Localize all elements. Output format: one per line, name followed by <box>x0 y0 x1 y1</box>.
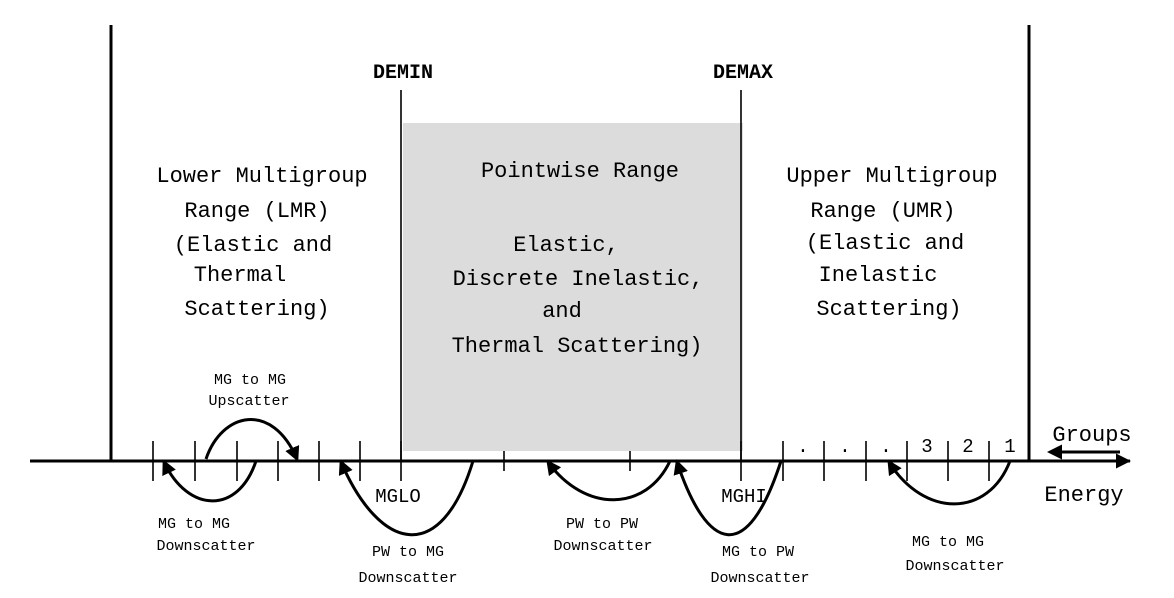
pw-to-mg-line-2: Downscatter <box>358 570 457 587</box>
mglo-label: MGLO <box>375 486 421 508</box>
pointwise-line-1: Pointwise Range <box>481 159 679 184</box>
group-number-2: 2 <box>962 436 973 458</box>
mghi-label: MGHI <box>721 486 767 508</box>
pointwise-line-3: Elastic, <box>513 233 619 258</box>
mg-upscatter-line-1: MG to MG <box>214 372 286 389</box>
group-number-3: 3 <box>921 436 932 458</box>
lower-line-1: Lower Multigroup <box>156 164 367 189</box>
upper-line-1: Upper Multigroup <box>786 164 997 189</box>
mg-to-pw-line-2: Downscatter <box>710 570 809 587</box>
demax-label: DEMAX <box>713 62 773 85</box>
upper-line-5: Scattering) <box>816 297 961 322</box>
mg-downscatter-right-line-2: Downscatter <box>905 558 1004 575</box>
pw-to-mg-line-1: PW to MG <box>372 544 444 561</box>
pw-to-mg-downscatter-arrow <box>338 459 475 537</box>
mg-downscatter-left-arrow <box>162 459 258 503</box>
lower-line-4: Thermal <box>194 263 286 288</box>
group-dot: . <box>797 436 808 458</box>
pointwise-range-box <box>403 123 743 451</box>
group-dot: . <box>839 436 850 458</box>
lower-line-5: Scattering) <box>184 297 329 322</box>
pointwise-line-4: Discrete Inelastic, <box>453 267 704 292</box>
pw-to-pw-downscatter-arrow <box>546 459 672 502</box>
mg-downscatter-left-label: MG to MG Downscatter <box>156 516 255 555</box>
energy-label: Energy <box>1044 483 1123 508</box>
mg-upscatter-line-2: Upscatter <box>208 393 289 410</box>
demin-label: DEMIN <box>373 62 433 85</box>
axis-ticks <box>152 441 990 481</box>
pointwise-line-5: and <box>542 299 582 324</box>
lower-line-2: Range (LMR) <box>184 199 329 224</box>
mg-to-pw-label: MG to PW Downscatter <box>710 544 809 587</box>
lower-multigroup-text: Lower Multigroup Range (LMR) (Elastic an… <box>156 164 367 322</box>
upper-line-4: Inelastic <box>819 263 938 288</box>
mg-downscatter-right-line-1: MG to MG <box>912 534 984 551</box>
pw-to-pw-line-1: PW to PW <box>566 516 638 533</box>
upper-line-2: Range (UMR) <box>810 199 955 224</box>
mg-downscatter-left-line-1: MG to MG <box>158 516 230 533</box>
mg-upscatter-arrow <box>204 418 300 462</box>
mg-to-pw-line-1: MG to PW <box>722 544 794 561</box>
mg-downscatter-right-arrow <box>887 459 1012 506</box>
group-number-1: 1 <box>1004 436 1015 458</box>
mg-upscatter-label: MG to MG Upscatter <box>208 372 289 410</box>
pw-to-pw-line-2: Downscatter <box>553 538 652 555</box>
lower-line-3: (Elastic and <box>174 233 332 258</box>
mg-downscatter-right-label: MG to MG Downscatter <box>905 534 1004 575</box>
upper-multigroup-text: Upper Multigroup Range (UMR) (Elastic an… <box>786 164 997 322</box>
pointwise-range-text: Pointwise Range Elastic, Discrete Inelas… <box>452 159 704 359</box>
pw-to-pw-label: PW to PW Downscatter <box>553 516 652 555</box>
pw-to-mg-label: PW to MG Downscatter <box>358 544 457 587</box>
mg-to-pw-downscatter-arrow <box>673 459 783 537</box>
upper-line-3: (Elastic and <box>806 231 964 256</box>
group-dot: . <box>880 436 891 458</box>
mg-downscatter-left-line-2: Downscatter <box>156 538 255 555</box>
groups-label: Groups <box>1052 423 1131 448</box>
pointwise-line-6: Thermal Scattering) <box>452 334 703 359</box>
